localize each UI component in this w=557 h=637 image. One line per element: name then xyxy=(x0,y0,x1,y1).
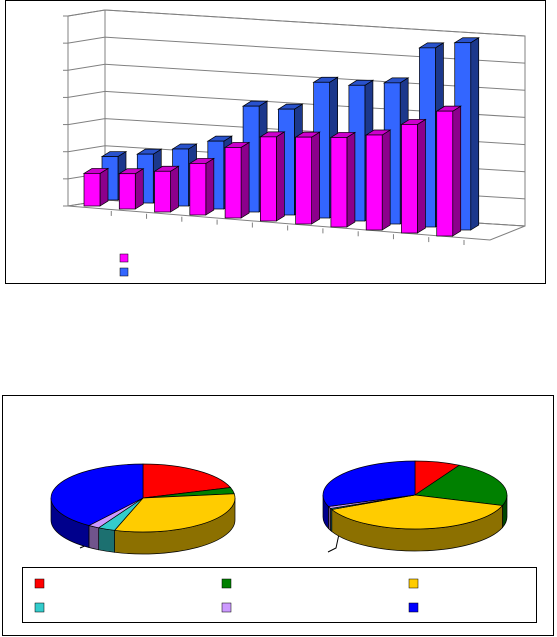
legend-swatch xyxy=(34,578,45,589)
legend-swatch xyxy=(119,253,129,263)
bar-side xyxy=(452,105,462,237)
bar-side xyxy=(205,157,215,216)
bar-side xyxy=(346,131,356,228)
grid-line xyxy=(67,63,526,91)
bar-side xyxy=(170,165,179,213)
pie-slice xyxy=(330,494,504,530)
pie-slice xyxy=(113,493,236,533)
legend-swatch xyxy=(221,578,232,589)
bar xyxy=(83,173,101,207)
bar xyxy=(436,110,454,237)
bar xyxy=(260,136,277,222)
bar-side xyxy=(417,118,426,234)
bar-side xyxy=(381,129,391,231)
pie-slice xyxy=(414,464,508,506)
pie-slice xyxy=(322,460,416,507)
bar xyxy=(118,173,136,210)
bar xyxy=(154,170,171,213)
pie-slice xyxy=(142,463,232,499)
legend-swatch xyxy=(221,602,232,613)
legend-swatch xyxy=(34,602,45,613)
pie-slice xyxy=(50,463,144,526)
legend-swatch xyxy=(408,602,419,613)
slice-side xyxy=(98,527,115,553)
bar xyxy=(224,147,242,219)
bar xyxy=(401,124,418,234)
bar-side xyxy=(470,37,480,231)
bar-side xyxy=(276,131,285,222)
bar xyxy=(365,134,383,231)
bar-side xyxy=(311,131,320,225)
legend-swatch xyxy=(408,578,419,589)
pie-legend-box xyxy=(22,567,537,623)
bar-side xyxy=(240,141,250,219)
legend-swatch xyxy=(119,267,129,277)
bar xyxy=(330,137,348,228)
grid-line xyxy=(67,36,526,64)
bar-side xyxy=(99,167,109,207)
bar xyxy=(295,136,312,225)
grid-line xyxy=(67,9,526,37)
slice-side xyxy=(88,525,100,551)
bar-side xyxy=(134,168,144,210)
bar xyxy=(189,163,207,216)
